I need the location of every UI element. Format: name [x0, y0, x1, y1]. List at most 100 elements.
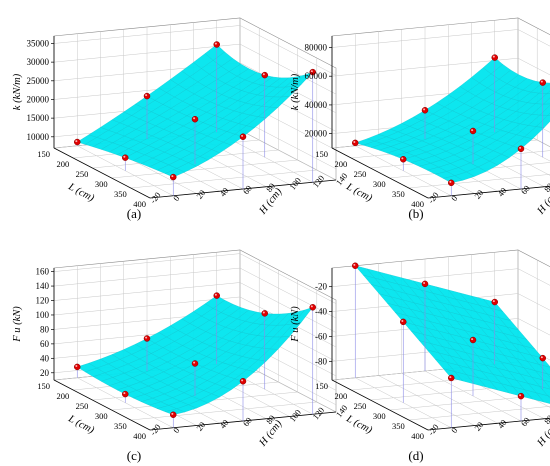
data-point-highlight [401, 319, 404, 322]
data-point-highlight [310, 305, 313, 308]
data-point-highlight [75, 365, 78, 368]
surface-facet [530, 82, 550, 94]
z-tick-label: 160 [36, 267, 50, 277]
data-point-highlight [145, 94, 148, 97]
data-point [448, 179, 455, 187]
x-axis-title: L (cm) [66, 181, 97, 204]
data-point [213, 292, 220, 299]
data-point-highlight [241, 134, 244, 137]
panel-caption-d: (d) [408, 448, 423, 463]
z-tick-label: -80 [315, 356, 327, 366]
data-point [122, 154, 129, 161]
surface [354, 57, 550, 184]
x-tick-label: 150 [37, 149, 50, 159]
data-point-highlight [262, 73, 265, 76]
z-axis-title: k (kN/m) [290, 73, 301, 110]
x-tick-label: 150 [37, 381, 50, 391]
data-point-highlight [353, 263, 356, 266]
data-point [491, 298, 498, 306]
y-tick-label: 60 [519, 183, 532, 196]
y-tick-label: 0 [171, 193, 181, 203]
y-tick-label: 60 [519, 415, 532, 428]
y-tick-label: 20 [194, 420, 207, 433]
data-point [352, 262, 359, 269]
data-point-highlight [401, 157, 404, 160]
surface-facet [538, 364, 550, 375]
data-point [261, 310, 268, 317]
x-gridline [370, 382, 550, 401]
surface [76, 295, 314, 415]
x-tick-label: 150 [315, 149, 328, 159]
x-tick-label: 150 [315, 381, 328, 391]
surface-facet [535, 392, 550, 404]
data-point [539, 354, 546, 362]
x-tick-label: 300 [95, 179, 108, 189]
x-axis-line [331, 379, 429, 431]
data-point [352, 139, 359, 147]
y-tick-label: 0 [171, 425, 181, 435]
x-tick-label: 250 [76, 169, 89, 179]
x-tick-label: 350 [392, 189, 405, 199]
surface-facet [539, 386, 550, 397]
y-tick-label: 40 [217, 418, 230, 431]
z-tick-label: 20000 [305, 129, 328, 139]
y-tick-label: 100 [287, 176, 303, 192]
surface-facet [547, 395, 550, 399]
data-point-highlight [171, 412, 174, 415]
x-axis-line [331, 147, 429, 199]
y-tick-label: 100 [287, 408, 303, 424]
surface-facet [546, 90, 550, 94]
data-point-highlight [171, 175, 174, 178]
x-tick-label: 250 [354, 169, 367, 179]
y-tick-label: 40 [495, 418, 508, 431]
x-tick-label: 200 [334, 159, 347, 169]
surface-facet [530, 354, 550, 368]
z-tick-label: 15000 [27, 113, 50, 123]
data-point-highlight [193, 117, 196, 120]
data-point [469, 127, 477, 135]
panel-caption-a: (a) [127, 206, 141, 221]
data-point [239, 133, 247, 140]
y-tick-label: 20 [472, 188, 485, 201]
data-point [491, 54, 498, 61]
x-axis-line [53, 147, 151, 199]
data-point-highlight [123, 392, 126, 395]
z-tick-label: 60 [40, 339, 50, 349]
y-tick-label: -20 [426, 190, 441, 205]
x-tick-label: 250 [354, 401, 367, 411]
surface-facet [539, 105, 550, 116]
z-tick-label: 40000 [305, 100, 328, 110]
x-tick-label: 300 [373, 179, 386, 189]
x-tick-label: 350 [114, 421, 127, 431]
data-point-highlight [123, 155, 126, 158]
y-tick-label: 80 [542, 181, 550, 194]
surface-facet [543, 97, 550, 105]
data-point-highlight [214, 42, 217, 45]
x-axis-line [53, 379, 151, 431]
x-tick-label: 400 [411, 199, 424, 209]
data-point [122, 390, 129, 398]
data-point [400, 318, 407, 326]
y-tick-label: -20 [426, 422, 441, 437]
y-tick-label: 20 [194, 188, 207, 201]
z-tick-label: 60000 [305, 71, 328, 81]
y-tick-label: 40 [217, 186, 230, 199]
data-point [143, 92, 151, 100]
data-point [421, 107, 429, 114]
surface [76, 44, 313, 178]
data-point [448, 374, 455, 382]
surface-facet [547, 112, 550, 116]
data-point-highlight [449, 376, 452, 379]
data-point [191, 360, 199, 367]
data-point-highlight [145, 336, 148, 339]
y-tick-label: 0 [449, 425, 459, 435]
surface-facet [535, 115, 550, 128]
y-tick-label: -20 [148, 422, 163, 437]
data-point-highlight [540, 356, 543, 359]
data-point-highlight [449, 180, 452, 183]
z-tick-label: 100 [36, 310, 50, 320]
data-point-highlight [519, 394, 522, 397]
y-gridline [378, 263, 475, 426]
